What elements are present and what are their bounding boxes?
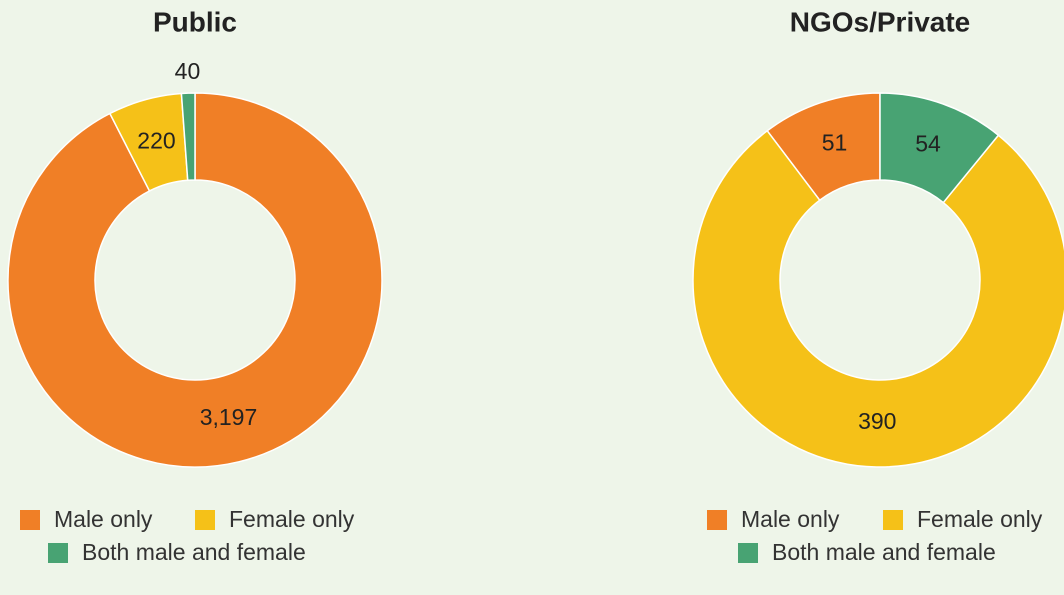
donut-segment [692,129,1064,468]
legend-label: Male only [54,506,153,532]
donut-segment [879,92,1000,204]
data-label: 40 [175,58,201,84]
legend-swatch [707,510,727,530]
data-label: 51 [822,130,848,156]
chart-title: NGOs/Private [790,6,971,37]
donut-segment [180,92,196,182]
legend-label: Both male and female [82,539,306,565]
data-label: 220 [137,127,175,153]
donut-segment [7,92,383,468]
data-label: 390 [858,408,896,434]
legend-swatch [883,510,903,530]
legend-swatch [20,510,40,530]
chart-title: Public [153,6,237,37]
data-label: 54 [915,130,941,156]
legend-swatch [48,543,68,563]
legend-swatch [738,543,758,563]
legend-label: Both male and female [772,539,996,565]
legend-swatch [195,510,215,530]
data-label: 3,197 [200,404,258,430]
legend-label: Female only [229,506,355,532]
legend-label: Female only [917,506,1043,532]
legend-label: Male only [741,506,840,532]
